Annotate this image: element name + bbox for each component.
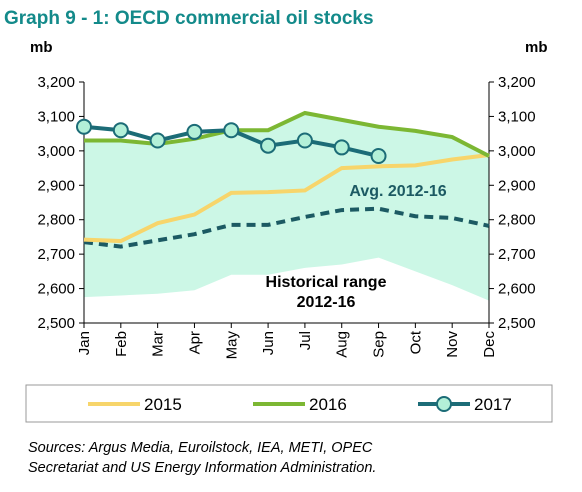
legend-box xyxy=(25,384,553,423)
average-label: Avg. 2012-16 xyxy=(349,183,446,200)
source-note: Sources: Argus Media, Euroilstock, IEA, … xyxy=(28,440,373,456)
legend-label: 2017 xyxy=(474,395,512,414)
x-tick-label: Sep xyxy=(371,331,388,358)
range-label: 2012-16 xyxy=(297,294,356,311)
y2-tick-label: 3,200 xyxy=(498,74,536,91)
y-tick-label: 2,500 xyxy=(37,315,75,332)
marker xyxy=(149,132,166,149)
y2-tick-label: 2,800 xyxy=(498,212,536,229)
x-tick-label: Feb xyxy=(113,331,130,357)
source-note: Secretariat and US Energy Information Ad… xyxy=(28,460,376,476)
y2-tick-label: 2,900 xyxy=(498,177,536,194)
x-tick-label: Apr xyxy=(186,331,203,354)
legend-label: 2016 xyxy=(309,395,347,414)
x-tick-label: Nov xyxy=(444,331,461,358)
marker xyxy=(76,118,92,135)
y-axis-label: mb xyxy=(30,39,53,56)
marker xyxy=(186,123,203,140)
series-line xyxy=(83,153,490,244)
x-tick-label: May xyxy=(223,331,240,360)
x-tick-label: Aug xyxy=(334,331,351,358)
x-tick-label: Dec xyxy=(481,331,498,358)
y-tick-label: 2,800 xyxy=(37,212,75,229)
x-tick-label: Jun xyxy=(260,331,277,355)
range-label: Historical range xyxy=(266,274,387,291)
y-tick-label: 3,200 xyxy=(37,74,75,91)
y2-tick-label: 3,000 xyxy=(498,143,536,160)
y-tick-label: 3,000 xyxy=(37,143,75,160)
average-line xyxy=(83,206,490,249)
y2-tick-label: 2,500 xyxy=(498,315,536,332)
legend-marker xyxy=(436,396,452,412)
range-area xyxy=(84,112,489,301)
y2-tick-label: 2,700 xyxy=(498,246,536,263)
y2-axis-label: mb xyxy=(525,39,548,56)
x-tick-label: Jan xyxy=(76,331,93,355)
marker xyxy=(296,132,313,149)
y-tick-label: 2,900 xyxy=(37,177,75,194)
marker xyxy=(223,122,240,139)
marker xyxy=(260,137,277,154)
y-tick-label: 2,700 xyxy=(37,246,75,263)
y-tick-label: 2,600 xyxy=(37,281,75,298)
x-tick-label: Oct xyxy=(407,330,424,354)
y2-tick-label: 2,600 xyxy=(498,281,536,298)
marker xyxy=(333,139,350,156)
y-tick-label: 3,100 xyxy=(37,108,75,125)
legend-label: 2015 xyxy=(144,395,182,414)
x-tick-label: Mar xyxy=(150,331,167,357)
x-tick-label: Jul xyxy=(297,331,314,350)
chart-title: Graph 9 - 1: OECD commercial oil stocks xyxy=(4,8,374,29)
marker xyxy=(370,148,387,165)
y2-tick-label: 3,100 xyxy=(498,108,536,125)
marker xyxy=(112,122,129,139)
